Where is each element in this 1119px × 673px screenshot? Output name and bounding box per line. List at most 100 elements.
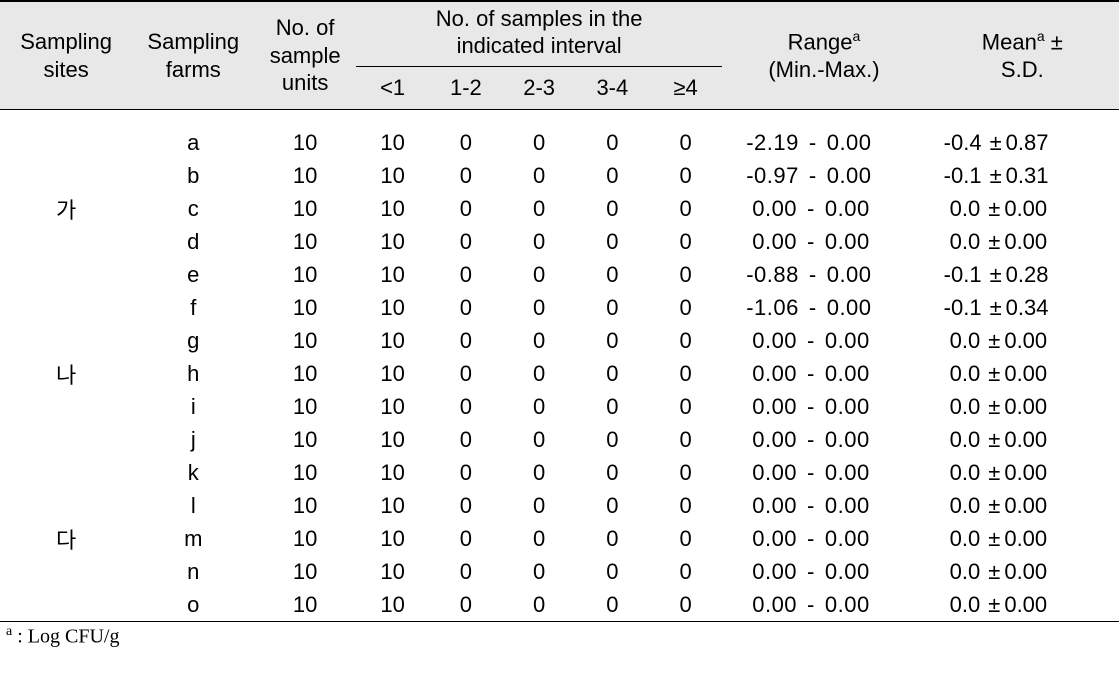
range-min: 0.00 — [752, 592, 797, 617]
interval-cell: 0 — [649, 489, 722, 522]
sd-value: 0.00 — [1004, 361, 1047, 386]
interval-cell: 0 — [649, 522, 722, 555]
interval-cell: 0 — [649, 225, 722, 258]
interval-cell: 0 — [429, 357, 502, 390]
range-cell: 0.00-0.00 — [722, 225, 925, 258]
range-cell: 0.00-0.00 — [722, 423, 925, 456]
interval-cell: 0 — [429, 126, 502, 159]
interval-cell: 0 — [502, 291, 575, 324]
table-row: n101000000.00-0.000.0±0.00 — [0, 555, 1119, 588]
range-cell: 0.00-0.00 — [722, 555, 925, 588]
spacer-row — [0, 110, 1119, 127]
mean-cell: 0.0±0.00 — [926, 324, 1119, 357]
interval-cell: 0 — [429, 159, 502, 192]
interval-cell: 0 — [502, 489, 575, 522]
interval-cell: 10 — [356, 324, 429, 357]
interval-cell: 0 — [502, 192, 575, 225]
interval-cell: 10 — [356, 489, 429, 522]
mean-value: -0.4 — [944, 130, 982, 155]
range-max: 0.00 — [825, 427, 870, 452]
sd-value: 0.00 — [1004, 328, 1047, 353]
farm-cell: k — [132, 456, 254, 489]
farm-cell: o — [132, 588, 254, 621]
mean-cell: 0.0±0.00 — [926, 423, 1119, 456]
interval-cell: 0 — [429, 588, 502, 621]
interval-cell: 0 — [429, 489, 502, 522]
mean-cell: -0.4±0.87 — [926, 126, 1119, 159]
range-min: 0.00 — [752, 460, 797, 485]
range-cell: 0.00-0.00 — [722, 588, 925, 621]
mean-value: 0.0 — [950, 460, 981, 485]
col-sampling-farms: Samplingfarms — [132, 1, 254, 110]
interval-cell: 0 — [649, 555, 722, 588]
sd-value: 0.00 — [1004, 394, 1047, 419]
mean-cell: 0.0±0.00 — [926, 225, 1119, 258]
interval-cell: 0 — [576, 357, 649, 390]
range-max: 0.00 — [827, 295, 872, 320]
units-cell: 10 — [254, 258, 356, 291]
interval-cell: 0 — [576, 324, 649, 357]
interval-cell: 0 — [649, 456, 722, 489]
mean-cell: 0.0±0.00 — [926, 192, 1119, 225]
range-min: 0.00 — [752, 229, 797, 254]
interval-cell: 0 — [502, 522, 575, 555]
interval-cell: 0 — [502, 324, 575, 357]
interval-cell: 10 — [356, 225, 429, 258]
interval-cell: 0 — [502, 390, 575, 423]
units-cell: 10 — [254, 225, 356, 258]
range-min: 0.00 — [752, 361, 797, 386]
interval-cell: 0 — [576, 159, 649, 192]
units-cell: 10 — [254, 423, 356, 456]
mean-cell: 0.0±0.00 — [926, 588, 1119, 621]
farm-cell: g — [132, 324, 254, 357]
interval-cell: 0 — [576, 126, 649, 159]
interval-cell: 0 — [502, 225, 575, 258]
range-max: 0.00 — [827, 262, 872, 287]
units-cell: 10 — [254, 555, 356, 588]
interval-cell: 10 — [356, 522, 429, 555]
interval-cell: 0 — [429, 258, 502, 291]
range-min: -1.06 — [746, 295, 799, 320]
farm-cell: e — [132, 258, 254, 291]
range-max: 0.00 — [825, 460, 870, 485]
table-row: o101000000.00-0.000.0±0.00 — [0, 588, 1119, 621]
interval-cell: 10 — [356, 291, 429, 324]
col-sampling-sites: Samplingsites — [0, 1, 132, 110]
units-cell: 10 — [254, 291, 356, 324]
table-row: 가a10100000-2.19-0.00-0.4±0.87 — [0, 126, 1119, 159]
mean-value: 0.0 — [950, 394, 981, 419]
interval-cell: 0 — [576, 258, 649, 291]
mean-value: 0.0 — [950, 328, 981, 353]
farm-cell: l — [132, 489, 254, 522]
interval-cell: 0 — [576, 225, 649, 258]
table-row: 나f10100000-1.06-0.00-0.1±0.34 — [0, 291, 1119, 324]
range-min: 0.00 — [752, 493, 797, 518]
units-cell: 10 — [254, 489, 356, 522]
range-min: 0.00 — [752, 559, 797, 584]
interval-cell: 0 — [502, 159, 575, 192]
interval-cell: 10 — [356, 390, 429, 423]
table-row: c101000000.00-0.000.0±0.00 — [0, 192, 1119, 225]
sd-value: 0.87 — [1006, 130, 1049, 155]
range-max: 0.00 — [825, 196, 870, 221]
table-row: i101000000.00-0.000.0±0.00 — [0, 390, 1119, 423]
range-min: 0.00 — [752, 328, 797, 353]
range-cell: -1.06-0.00 — [722, 291, 925, 324]
interval-cell: 0 — [649, 390, 722, 423]
range-cell: 0.00-0.00 — [722, 390, 925, 423]
interval-cell: 0 — [576, 522, 649, 555]
interval-cell: 0 — [576, 390, 649, 423]
mean-cell: 0.0±0.00 — [926, 489, 1119, 522]
range-max: 0.00 — [825, 526, 870, 551]
range-cell: 0.00-0.00 — [722, 324, 925, 357]
mean-value: 0.0 — [950, 196, 981, 221]
col-sample-units: No. ofsampleunits — [254, 1, 356, 110]
farm-cell: m — [132, 522, 254, 555]
farm-cell: d — [132, 225, 254, 258]
interval-cell: 0 — [429, 456, 502, 489]
interval-cell: 10 — [356, 456, 429, 489]
mean-cell: 0.0±0.00 — [926, 357, 1119, 390]
interval-cell: 0 — [576, 489, 649, 522]
sd-value: 0.00 — [1004, 493, 1047, 518]
range-min: -2.19 — [746, 130, 799, 155]
